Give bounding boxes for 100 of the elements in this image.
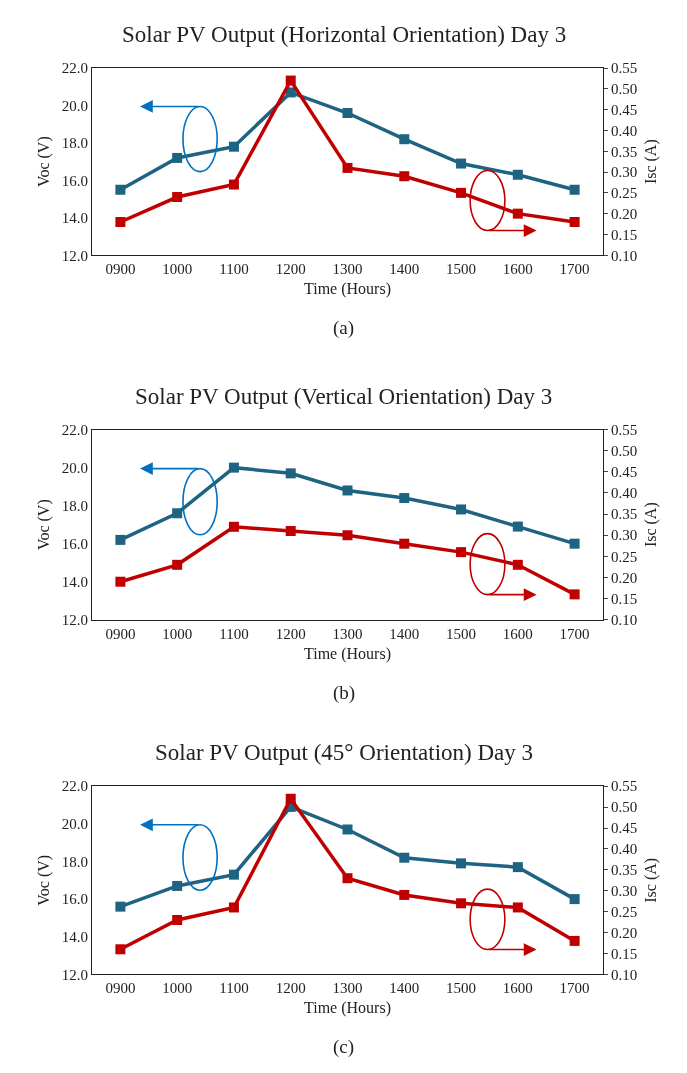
x-tick-label: 1200: [275, 980, 306, 997]
x-tick-label: 1500: [446, 261, 477, 278]
y2-tick-label: 0.40: [611, 122, 638, 139]
x-tick-label: 1400: [389, 625, 420, 642]
point: [172, 559, 183, 570]
y-tick-label: 20.0: [61, 816, 88, 833]
x-tick-label: 1600: [502, 625, 533, 642]
point: [115, 184, 126, 195]
y2-tick-label: 0.15: [611, 945, 638, 962]
y-tick-label: 16.0: [61, 535, 88, 552]
x-tick-label: 1300: [332, 980, 363, 997]
y2-axis-title: Isc (A): [642, 857, 661, 903]
y-tick-label: 14.0: [61, 210, 88, 227]
y2-tick-label: 0.25: [611, 903, 638, 920]
point: [285, 526, 296, 537]
x-tick-label: 1500: [446, 625, 477, 642]
point: [569, 935, 580, 946]
y-axis-title: Voc (V): [34, 136, 53, 188]
x-tick-label: 1000: [162, 980, 193, 997]
x-tick-label: 1200: [275, 625, 306, 642]
y-tick-label: 12.0: [61, 611, 88, 628]
point: [115, 901, 126, 912]
y2-tick-label: 0.40: [611, 841, 638, 858]
point: [342, 485, 353, 496]
x-tick-label: 1700: [559, 980, 590, 997]
point: [172, 508, 183, 519]
point: [115, 576, 126, 587]
y2-tick-label: 0.10: [611, 966, 638, 983]
x-tick-label: 1000: [162, 625, 193, 642]
y-tick-label: 12.0: [61, 247, 88, 264]
point: [285, 75, 296, 86]
point: [456, 187, 467, 198]
y2-tick-label: 0.35: [611, 506, 638, 523]
y-tick-label: 20.0: [61, 97, 88, 114]
text: (b): [333, 682, 356, 704]
point: [399, 538, 410, 549]
y2-tick-label: 0.15: [611, 226, 638, 243]
x-tick-label: 1400: [389, 261, 420, 278]
y-tick-label: 18.0: [61, 853, 88, 870]
point: [456, 898, 467, 909]
x-tick-label: 1600: [502, 261, 533, 278]
y2-tick-label: 0.10: [611, 247, 638, 264]
point: [512, 862, 523, 873]
point: [399, 171, 410, 182]
y2-tick-label: 0.10: [611, 611, 638, 628]
x-tick-label: 1200: [275, 261, 306, 278]
x-tick-label: 1300: [332, 261, 363, 278]
y2-tick-label: 0.40: [611, 485, 638, 502]
y2-tick-label: 0.55: [611, 60, 638, 77]
y2-tick-label: 0.25: [611, 548, 638, 565]
x-tick-label: 0900: [105, 980, 136, 997]
point: [569, 894, 580, 905]
point: [342, 162, 353, 173]
x-tick-label: 1100: [219, 980, 249, 997]
y2-tick-label: 0.35: [611, 862, 638, 879]
x-tick-label: 1500: [446, 980, 477, 997]
y2-tick-label: 0.20: [611, 569, 638, 586]
point: [569, 216, 580, 227]
x-tick-label: 0900: [105, 261, 136, 278]
point: [228, 902, 239, 913]
chart-title: Solar PV Output (Vertical Orientation) Day 3: [135, 384, 553, 409]
y2-tick-label: 0.55: [611, 778, 638, 795]
point: [285, 468, 296, 479]
point: [456, 158, 467, 169]
x-axis-title: Time (Hours): [304, 644, 391, 663]
x-tick-label: 1100: [219, 261, 249, 278]
y-tick-label: 14.0: [61, 573, 88, 590]
point: [172, 152, 183, 163]
point: [342, 824, 353, 835]
y2-tick-label: 0.50: [611, 799, 638, 816]
point: [456, 504, 467, 515]
y2-tick-label: 0.45: [611, 820, 638, 837]
point: [342, 873, 353, 884]
point: [172, 915, 183, 926]
y-tick-label: 18.0: [61, 497, 88, 514]
x-axis-title: Time (Hours): [304, 999, 391, 1018]
text: (a): [333, 317, 355, 339]
chart-title: Solar PV Output (45° Orientation) Day 3: [155, 740, 534, 765]
text: (c): [333, 1036, 355, 1058]
y2-tick-label: 0.25: [611, 185, 638, 202]
y-axis-title: Voc (V): [34, 499, 53, 551]
y-tick-label: 18.0: [61, 135, 88, 152]
y-tick-label: 22.0: [61, 60, 88, 77]
y2-tick-label: 0.50: [611, 81, 638, 98]
point: [569, 538, 580, 549]
point: [228, 521, 239, 532]
point: [399, 134, 410, 145]
point: [172, 192, 183, 203]
y2-tick-label: 0.50: [611, 442, 638, 459]
y2-tick-label: 0.20: [611, 205, 638, 222]
x-tick-label: 1400: [389, 980, 420, 997]
point: [115, 216, 126, 227]
point: [512, 169, 523, 180]
point: [512, 902, 523, 913]
point: [285, 793, 296, 804]
point: [228, 141, 239, 152]
x-tick-label: 1700: [559, 261, 590, 278]
y2-tick-label: 0.45: [611, 101, 638, 118]
x-tick-label: 1300: [332, 625, 363, 642]
point: [512, 521, 523, 532]
